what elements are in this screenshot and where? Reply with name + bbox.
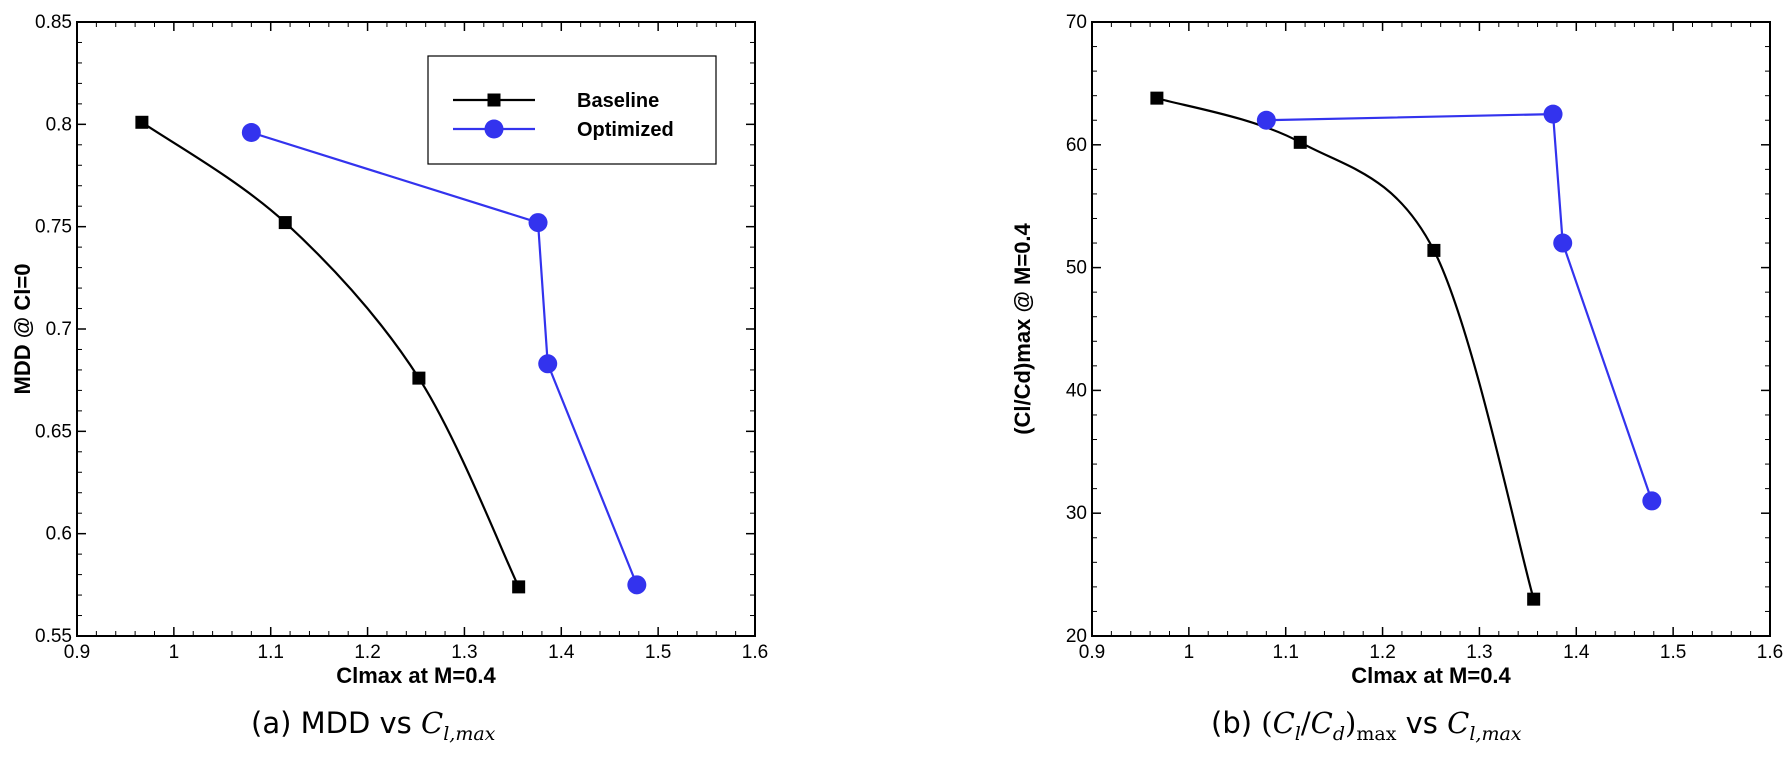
caption-b-close: ): [1345, 706, 1357, 740]
caption-b-num-sub: l: [1294, 722, 1301, 745]
legend: Baseline Optimized: [427, 55, 717, 165]
optimized-point: [528, 213, 548, 233]
caption-b-num: C: [1272, 706, 1295, 740]
y-tick-label: 30: [1066, 503, 1087, 524]
optimized-point: [627, 575, 647, 595]
legend-optimized-marker: [484, 119, 504, 139]
optimized-point: [1256, 110, 1276, 130]
optimized-point: [241, 123, 261, 143]
baseline-point: [278, 216, 292, 230]
x-tick-label: 1.4: [1563, 642, 1590, 663]
x-tick-label: 1.2: [354, 642, 380, 663]
y-tick-label: 0.65: [35, 421, 72, 442]
optimized-point: [1642, 491, 1662, 511]
baseline-point: [1293, 135, 1307, 149]
y-tick-label: 0.75: [35, 217, 72, 238]
caption-b-slash: /: [1300, 706, 1311, 740]
caption-a-sub: l,max: [443, 722, 496, 745]
x-tick-label: 1.1: [1273, 642, 1299, 663]
baseline-point: [135, 115, 149, 129]
caption-b-open: (: [1261, 706, 1273, 740]
x-tick-label: 1: [169, 642, 180, 663]
x-tick-label: 1.3: [1466, 642, 1492, 663]
caption-b-den-sub: d: [1332, 722, 1346, 745]
baseline-line: [1156, 97, 1535, 600]
x-tick-label: 1.5: [1660, 642, 1686, 663]
legend-optimized-label: Optimized: [577, 119, 674, 141]
legend-baseline-label: Baseline: [577, 90, 659, 112]
caption-b-max-sub: max: [1356, 722, 1397, 745]
caption-b-den: C: [1310, 706, 1333, 740]
x-tick-label: 1.1: [258, 642, 284, 663]
x-axis-label: Clmax at M=0.4: [336, 663, 496, 688]
y-axis-label: MDD @ Cl=0: [10, 264, 35, 395]
optimized-point: [1553, 233, 1573, 253]
optimized-line: [1266, 112, 1653, 502]
optimized-line: [251, 131, 638, 586]
x-tick-label: 1: [1184, 642, 1195, 663]
x-tick-label: 1.3: [451, 642, 477, 663]
legend-box: [427, 55, 717, 165]
y-tick-label: 0.7: [46, 319, 72, 340]
plot-frame-b: [1091, 21, 1771, 637]
baseline-point: [1150, 91, 1164, 105]
caption-a-prefix: (a) MDD vs: [251, 706, 422, 740]
x-tick-label: 1.2: [1369, 642, 1395, 663]
y-axis-label: (Cl/Cd)max @ M=0.4: [1010, 222, 1035, 434]
x-axis-label: Clmax at M=0.4: [1351, 663, 1511, 688]
baseline-point: [512, 580, 526, 594]
caption-b: (b) (Cl/Cd)max vs Cl,max: [1211, 706, 1522, 745]
x-tick-label: 0.9: [1079, 642, 1105, 663]
y-tick-label: 60: [1066, 135, 1087, 156]
y-tick-label: 20: [1066, 626, 1087, 647]
x-tick-label: 1.6: [742, 642, 768, 663]
x-tick-label: 1.6: [1757, 642, 1783, 663]
x-tick-label: 0.9: [64, 642, 90, 663]
y-tick-label: 0.85: [35, 12, 72, 33]
caption-b-sub: l,max: [1469, 722, 1522, 745]
y-tick-label: 0.6: [46, 524, 72, 545]
caption-b-vs: vs: [1396, 706, 1448, 740]
caption-a-math: C: [421, 706, 444, 740]
optimized-point: [538, 354, 558, 374]
optimized-point: [1543, 104, 1563, 124]
caption-b-prefix: (b): [1211, 706, 1262, 740]
y-tick-label: 0.55: [35, 626, 72, 647]
chart-b: 0.9 1 1.1 1.2 1.3 1.4 1.5 1.6 20 30 40 50 60 70 Clmax …: [1010, 12, 1783, 688]
chart-a: 0.9 1 1.1 1.2 1.3 1.4 1.5 1.6 0.55 0.6 0.65 0.7 0.75…: [10, 12, 768, 688]
x-tick-label: 1.4: [548, 642, 575, 663]
legend-baseline-marker: [487, 93, 501, 107]
y-tick-label: 0.8: [46, 114, 72, 135]
baseline-point: [1427, 243, 1441, 257]
x-tick-label: 1.5: [645, 642, 671, 663]
caption-b-math: C: [1447, 706, 1470, 740]
y-tick-label: 40: [1066, 380, 1087, 401]
y-tick-label: 70: [1066, 12, 1087, 33]
baseline-point: [1527, 592, 1541, 606]
baseline-line: [141, 121, 520, 588]
baseline-point: [412, 371, 426, 385]
caption-a: (a) MDD vs Cl,max: [251, 706, 495, 745]
y-tick-label: 50: [1066, 258, 1087, 279]
